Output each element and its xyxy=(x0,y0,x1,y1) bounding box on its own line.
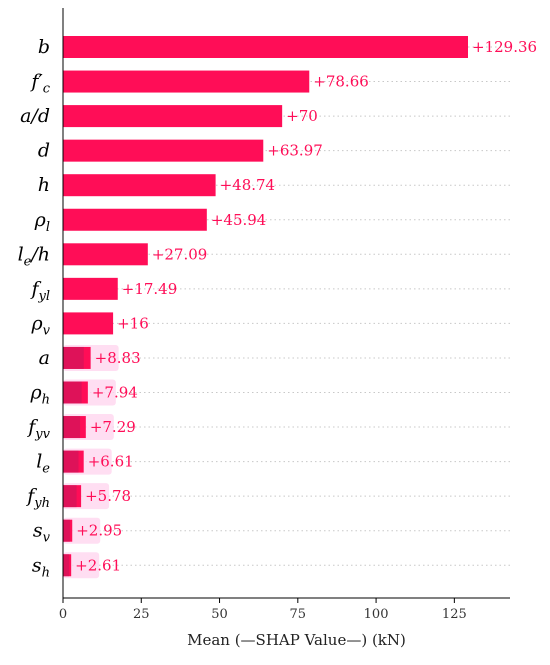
x-axis-ticks: 0 25 50 75 100 125 xyxy=(59,598,467,622)
feature-label: le/h xyxy=(18,243,50,269)
value-label: +6.61 xyxy=(88,453,134,471)
value-label: +78.66 xyxy=(313,73,369,91)
value-label: +8.83 xyxy=(95,349,141,367)
bar-halo xyxy=(63,552,100,579)
feature-label: le xyxy=(36,451,50,477)
bar-shade xyxy=(63,416,81,439)
feature-label: sv xyxy=(33,520,51,546)
bar-shade xyxy=(63,519,70,542)
bar xyxy=(63,36,468,58)
feature-label: a xyxy=(39,347,50,369)
value-label: +7.94 xyxy=(92,384,138,402)
feature-label: ρv xyxy=(30,312,50,338)
bar xyxy=(63,208,207,231)
x-tick-label: 50 xyxy=(211,607,228,622)
bar xyxy=(63,139,264,162)
bar xyxy=(63,105,283,128)
bar-shade xyxy=(63,554,70,577)
feature-label: fyv xyxy=(26,416,50,442)
feature-label: ρh xyxy=(29,382,50,408)
bar xyxy=(63,174,216,197)
feature-label: d xyxy=(38,140,50,162)
value-label: +48.74 xyxy=(220,176,276,194)
x-tick-label: 25 xyxy=(133,607,150,622)
value-label: +16 xyxy=(117,314,149,332)
feature-label: fyh xyxy=(25,485,50,511)
feature-label: fyl xyxy=(29,278,50,304)
value-label: +2.95 xyxy=(76,522,122,540)
bar xyxy=(63,243,148,266)
value-label: +17.49 xyxy=(122,280,178,298)
value-label: +2.61 xyxy=(75,556,121,574)
value-label: +5.78 xyxy=(85,487,131,505)
feature-label: b xyxy=(38,36,50,58)
value-label: +45.94 xyxy=(211,211,267,229)
bar-halo xyxy=(63,517,101,544)
value-label: +70 xyxy=(286,107,318,125)
x-axis-title: Mean (—SHAP Value—) (kN) xyxy=(187,631,406,649)
bar-shade xyxy=(63,485,77,508)
value-label: +129.36 xyxy=(472,38,537,56)
feature-label: sh xyxy=(32,554,50,580)
bar xyxy=(63,312,114,335)
x-tick-label: 125 xyxy=(442,607,467,622)
feature-label: a/d xyxy=(20,105,50,127)
x-tick-label: 0 xyxy=(59,607,67,622)
bar-shade xyxy=(63,346,84,369)
value-label: +7.29 xyxy=(90,418,136,436)
bar-shade xyxy=(63,381,82,404)
feature-label: h xyxy=(38,174,50,196)
feature-label: ρl xyxy=(34,209,50,235)
bar xyxy=(63,277,118,300)
value-label: +63.97 xyxy=(267,142,323,160)
x-tick-label: 75 xyxy=(290,607,307,622)
x-tick-label: 100 xyxy=(364,607,389,622)
bar-shade xyxy=(63,450,79,473)
feature-labels: +129.36 b +78.66 f′c +70 a/d +63.97 d +48.74 h +45… xyxy=(18,36,537,580)
bars xyxy=(63,36,468,579)
feature-label: f′c xyxy=(29,71,50,97)
value-label: +27.09 xyxy=(152,245,208,263)
bar xyxy=(63,70,310,93)
